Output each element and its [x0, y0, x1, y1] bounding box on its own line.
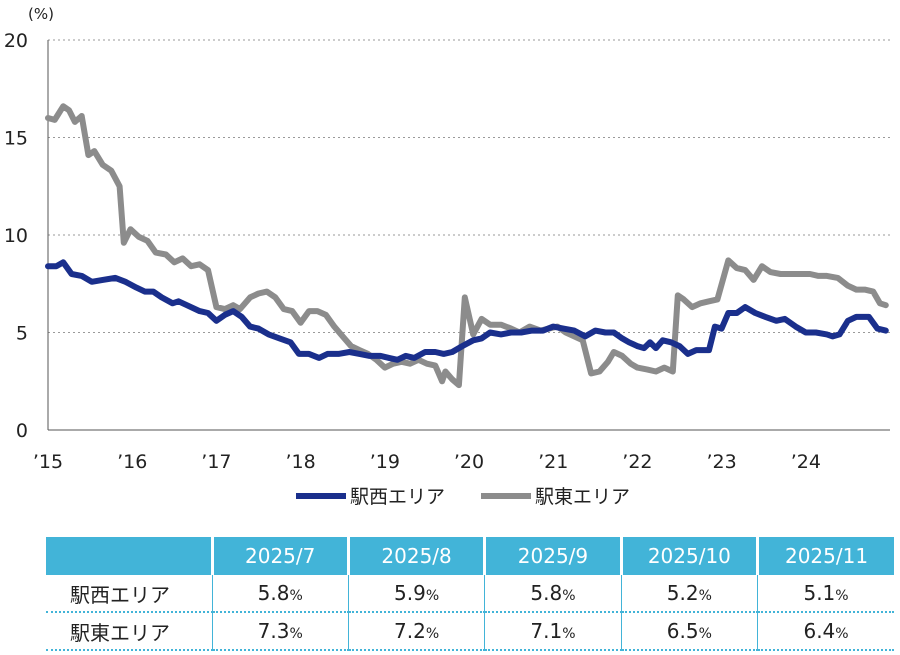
- table-header-cell: 2025/10: [619, 537, 758, 575]
- gridlines: [47, 39, 890, 431]
- table-cell: 7.3%: [211, 612, 349, 651]
- series-line: [45, 259, 889, 363]
- table-header-cell: 2025/11: [756, 537, 894, 575]
- table-row: 駅西エリア 5.8% 5.9% 5.8% 5.2% 5.1%: [46, 575, 894, 613]
- table-header-cell: 2025/7: [210, 537, 349, 575]
- y-tick-label: 0: [16, 420, 28, 442]
- table-row: 駅東エリア 7.3% 7.2% 7.1% 6.5% 6.4%: [46, 612, 894, 651]
- line-chart: (%) 0 5 10 15 20 ’15 ’16 ’17 ’18 ’19 ’20 ’21 ’22 ’23…: [4, 5, 890, 508]
- x-tick-label: ’17: [201, 451, 231, 473]
- table-cell: 7.2%: [347, 612, 485, 651]
- summary-table: 2025/7 2025/8 2025/9 2025/10 2025/11 駅西エ…: [46, 537, 894, 651]
- table-cell: 5.8%: [484, 575, 622, 613]
- x-tick-label: ’21: [538, 451, 568, 473]
- table-header-cell: [46, 537, 212, 575]
- table-cell: 5.1%: [757, 575, 894, 613]
- y-tick-label: 20: [4, 30, 28, 52]
- y-tick-label: 10: [4, 225, 28, 247]
- table-cell: 7.1%: [484, 612, 622, 651]
- series-line: [45, 103, 889, 389]
- table-header-cell: 2025/9: [483, 537, 622, 575]
- x-tick-label: ’20: [454, 451, 484, 473]
- x-tick-label: ’19: [370, 451, 400, 473]
- y-axis-ticks: 0 5 10 15 20: [4, 30, 28, 442]
- table-cell: 5.8%: [211, 575, 349, 613]
- table-header-row: 2025/7 2025/8 2025/9 2025/10 2025/11: [46, 537, 894, 575]
- y-tick-label: 5: [16, 323, 28, 345]
- legend-label: 駅西エリア: [350, 486, 445, 508]
- x-tick-label: ’15: [33, 451, 63, 473]
- table-header-cell: 2025/8: [346, 537, 485, 575]
- row-label: 駅西エリア: [46, 575, 212, 613]
- legend: 駅西エリア 駅東エリア: [296, 486, 630, 508]
- table-cell: 5.9%: [347, 575, 485, 613]
- x-tick-label: ’16: [117, 451, 147, 473]
- x-axis-ticks: ’15 ’16 ’17 ’18 ’19 ’20 ’21 ’22 ’23 ’24: [33, 451, 821, 473]
- x-tick-label: ’18: [285, 451, 315, 473]
- table-cell: 6.5%: [620, 612, 758, 651]
- x-tick-label: ’22: [622, 451, 652, 473]
- y-unit-label: (%): [28, 5, 54, 23]
- x-tick-label: ’23: [706, 451, 736, 473]
- y-tick-label: 15: [4, 128, 28, 150]
- table-cell: 5.2%: [620, 575, 758, 613]
- x-tick-label: ’24: [791, 451, 821, 473]
- legend-label: 駅東エリア: [535, 486, 630, 508]
- table-cell: 6.4%: [757, 612, 894, 651]
- series-lines: [45, 103, 889, 389]
- row-label: 駅東エリア: [46, 612, 212, 651]
